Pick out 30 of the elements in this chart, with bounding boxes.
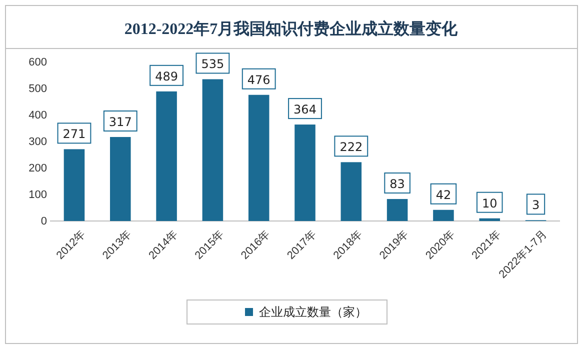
data-label: 535	[201, 57, 224, 72]
bar	[433, 210, 454, 221]
y-tick-label: 300	[28, 136, 47, 148]
legend-label: 企业成立数量（家）	[259, 305, 367, 319]
y-tick-label: 100	[28, 189, 47, 202]
data-label: 3	[532, 198, 540, 212]
data-label: 476	[247, 72, 270, 87]
data-label: 271	[62, 127, 86, 142]
bar	[479, 218, 500, 221]
y-tick-label: 500	[28, 83, 47, 96]
data-label: 317	[108, 114, 132, 129]
y-tick-label: 600	[28, 56, 47, 69]
bar	[248, 94, 270, 221]
y-tick-label: 0	[40, 216, 47, 228]
bar	[156, 91, 177, 221]
data-label: 489	[155, 69, 178, 84]
data-label: 42	[436, 188, 452, 202]
y-tick-label: 200	[28, 162, 47, 175]
y-tick-label: 400	[28, 110, 47, 122]
data-label: 222	[340, 140, 363, 154]
bar	[386, 199, 408, 221]
bar	[340, 162, 362, 221]
data-label: 83	[390, 177, 405, 192]
bar	[64, 149, 85, 221]
chart-title: 2012-2022年7月我国知识付费企业成立数量变化	[124, 19, 459, 38]
data-label: 10	[482, 196, 498, 210]
data-label: 364	[294, 102, 316, 117]
bar	[110, 136, 131, 221]
bar	[202, 79, 224, 221]
bar	[294, 124, 316, 221]
